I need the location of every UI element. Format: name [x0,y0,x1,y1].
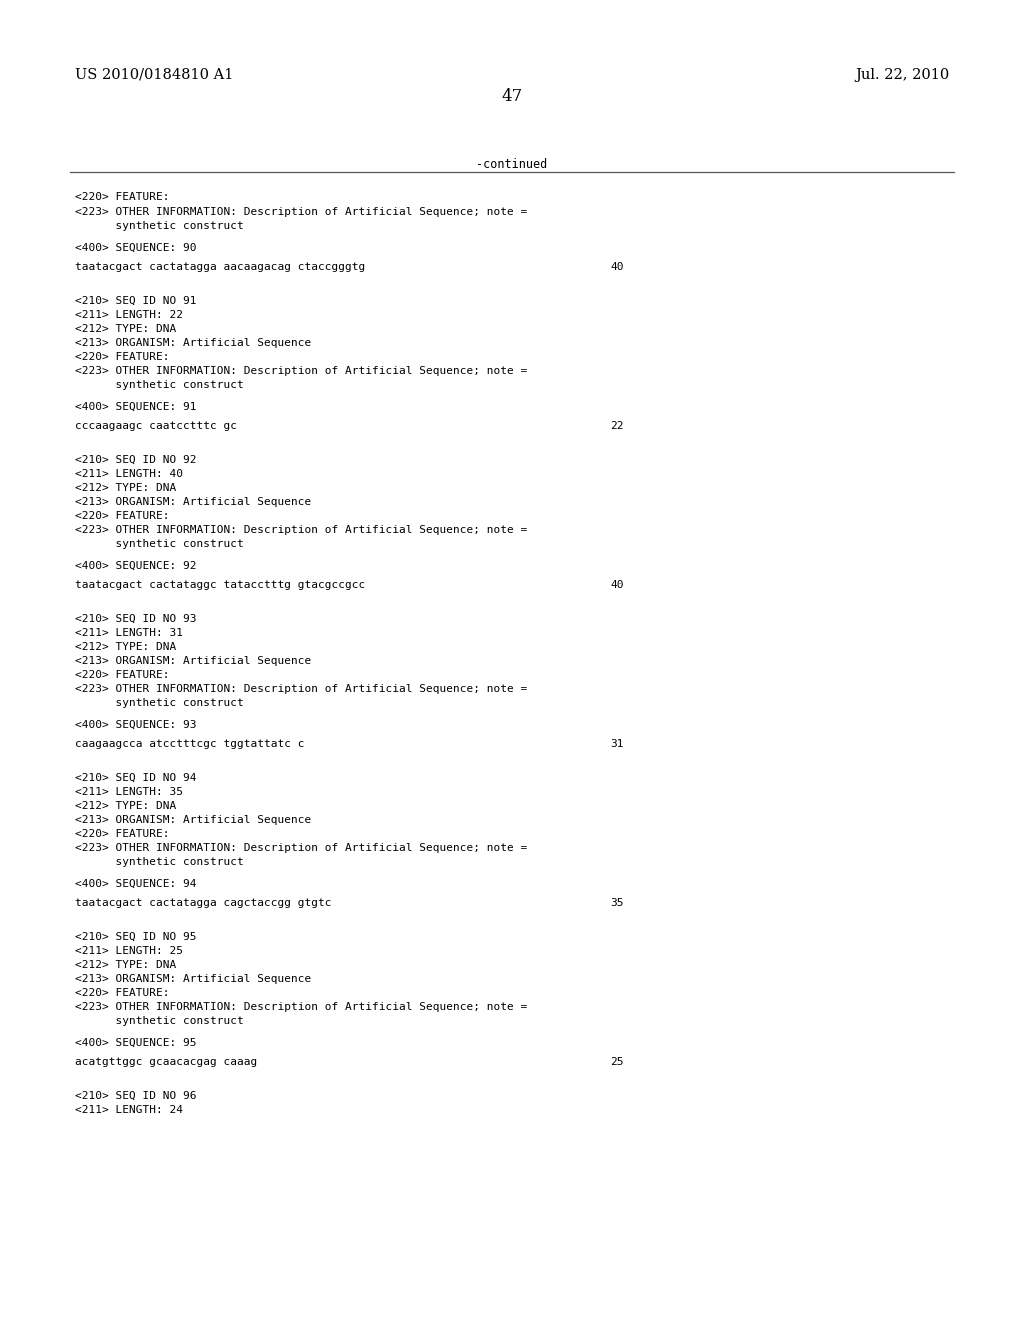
Text: <210> SEQ ID NO 93: <210> SEQ ID NO 93 [75,614,197,624]
Text: <211> LENGTH: 22: <211> LENGTH: 22 [75,310,183,319]
Text: <210> SEQ ID NO 96: <210> SEQ ID NO 96 [75,1092,197,1101]
Text: <212> TYPE: DNA: <212> TYPE: DNA [75,323,176,334]
Text: <212> TYPE: DNA: <212> TYPE: DNA [75,642,176,652]
Text: <213> ORGANISM: Artificial Sequence: <213> ORGANISM: Artificial Sequence [75,974,311,983]
Text: <400> SEQUENCE: 90: <400> SEQUENCE: 90 [75,243,197,253]
Text: synthetic construct: synthetic construct [75,539,244,549]
Text: <211> LENGTH: 40: <211> LENGTH: 40 [75,469,183,479]
Text: <223> OTHER INFORMATION: Description of Artificial Sequence; note =: <223> OTHER INFORMATION: Description of … [75,843,527,853]
Text: <220> FEATURE:: <220> FEATURE: [75,987,170,998]
Text: acatgttggc gcaacacgag caaag: acatgttggc gcaacacgag caaag [75,1057,257,1067]
Text: synthetic construct: synthetic construct [75,698,244,708]
Text: <211> LENGTH: 31: <211> LENGTH: 31 [75,628,183,638]
Text: <223> OTHER INFORMATION: Description of Artificial Sequence; note =: <223> OTHER INFORMATION: Description of … [75,525,527,535]
Text: taatacgact cactatagga aacaagacag ctaccgggtg: taatacgact cactatagga aacaagacag ctaccgg… [75,261,366,272]
Text: <213> ORGANISM: Artificial Sequence: <213> ORGANISM: Artificial Sequence [75,814,311,825]
Text: 40: 40 [610,579,624,590]
Text: <213> ORGANISM: Artificial Sequence: <213> ORGANISM: Artificial Sequence [75,656,311,667]
Text: <210> SEQ ID NO 95: <210> SEQ ID NO 95 [75,932,197,942]
Text: <400> SEQUENCE: 94: <400> SEQUENCE: 94 [75,879,197,888]
Text: <212> TYPE: DNA: <212> TYPE: DNA [75,483,176,492]
Text: <223> OTHER INFORMATION: Description of Artificial Sequence; note =: <223> OTHER INFORMATION: Description of … [75,1002,527,1012]
Text: <211> LENGTH: 24: <211> LENGTH: 24 [75,1105,183,1115]
Text: <220> FEATURE:: <220> FEATURE: [75,671,170,680]
Text: 31: 31 [610,739,624,748]
Text: taatacgact cactatagga cagctaccgg gtgtc: taatacgact cactatagga cagctaccgg gtgtc [75,898,332,908]
Text: <213> ORGANISM: Artificial Sequence: <213> ORGANISM: Artificial Sequence [75,498,311,507]
Text: 22: 22 [610,421,624,432]
Text: <400> SEQUENCE: 92: <400> SEQUENCE: 92 [75,561,197,572]
Text: 35: 35 [610,898,624,908]
Text: -continued: -continued [476,158,548,172]
Text: cccaagaagc caatcctttc gc: cccaagaagc caatcctttc gc [75,421,237,432]
Text: 47: 47 [502,88,522,106]
Text: <210> SEQ ID NO 94: <210> SEQ ID NO 94 [75,774,197,783]
Text: <213> ORGANISM: Artificial Sequence: <213> ORGANISM: Artificial Sequence [75,338,311,348]
Text: <212> TYPE: DNA: <212> TYPE: DNA [75,960,176,970]
Text: <220> FEATURE:: <220> FEATURE: [75,352,170,362]
Text: <400> SEQUENCE: 95: <400> SEQUENCE: 95 [75,1038,197,1048]
Text: synthetic construct: synthetic construct [75,380,244,389]
Text: synthetic construct: synthetic construct [75,1016,244,1026]
Text: taatacgact cactataggc tatacctttg gtacgccgcc: taatacgact cactataggc tatacctttg gtacgcc… [75,579,366,590]
Text: <223> OTHER INFORMATION: Description of Artificial Sequence; note =: <223> OTHER INFORMATION: Description of … [75,366,527,376]
Text: <211> LENGTH: 35: <211> LENGTH: 35 [75,787,183,797]
Text: caagaagcca atcctttcgc tggtattatc c: caagaagcca atcctttcgc tggtattatc c [75,739,304,748]
Text: <212> TYPE: DNA: <212> TYPE: DNA [75,801,176,810]
Text: Jul. 22, 2010: Jul. 22, 2010 [855,69,949,82]
Text: <400> SEQUENCE: 91: <400> SEQUENCE: 91 [75,403,197,412]
Text: <210> SEQ ID NO 91: <210> SEQ ID NO 91 [75,296,197,306]
Text: synthetic construct: synthetic construct [75,857,244,867]
Text: US 2010/0184810 A1: US 2010/0184810 A1 [75,69,233,82]
Text: <220> FEATURE:: <220> FEATURE: [75,511,170,521]
Text: <210> SEQ ID NO 92: <210> SEQ ID NO 92 [75,455,197,465]
Text: <220> FEATURE:: <220> FEATURE: [75,829,170,840]
Text: synthetic construct: synthetic construct [75,220,244,231]
Text: <400> SEQUENCE: 93: <400> SEQUENCE: 93 [75,719,197,730]
Text: <220> FEATURE:: <220> FEATURE: [75,191,170,202]
Text: <223> OTHER INFORMATION: Description of Artificial Sequence; note =: <223> OTHER INFORMATION: Description of … [75,207,527,216]
Text: <211> LENGTH: 25: <211> LENGTH: 25 [75,946,183,956]
Text: 40: 40 [610,261,624,272]
Text: <223> OTHER INFORMATION: Description of Artificial Sequence; note =: <223> OTHER INFORMATION: Description of … [75,684,527,694]
Text: 25: 25 [610,1057,624,1067]
